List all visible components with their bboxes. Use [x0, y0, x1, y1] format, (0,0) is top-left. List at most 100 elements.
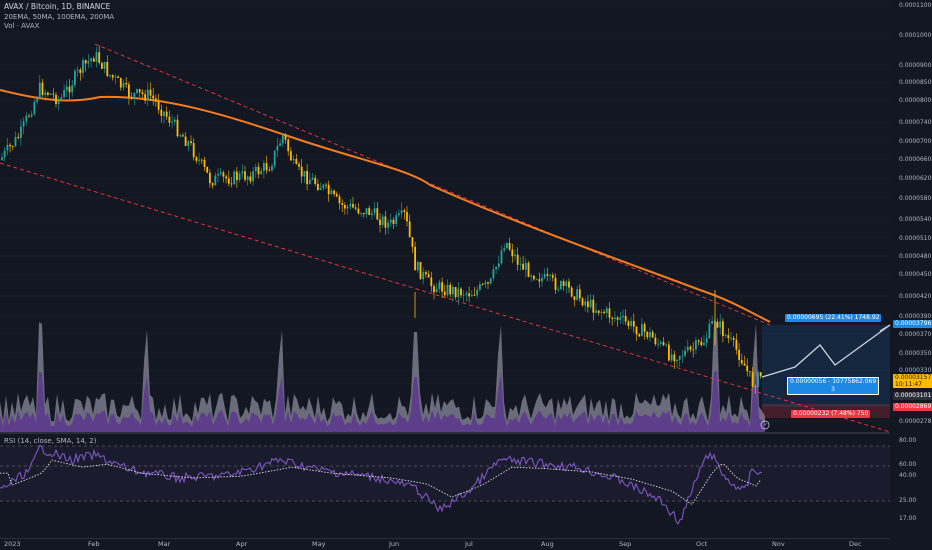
candle: [554, 277, 557, 290]
candle: [565, 281, 568, 287]
candle: [368, 208, 371, 215]
candle: [319, 188, 322, 191]
candle: [668, 344, 670, 361]
candle: [689, 346, 692, 350]
projection-path[interactable]: [761, 324, 891, 378]
y-tick-label: 0.00004200: [899, 293, 932, 300]
candle: [346, 206, 349, 209]
candle: [76, 69, 79, 71]
candle: [659, 342, 662, 344]
candle: [570, 287, 573, 297]
candle: [487, 282, 489, 284]
candle: [6, 144, 9, 151]
candle: [114, 76, 117, 78]
candle: [611, 317, 614, 319]
candle: [373, 208, 376, 214]
target-price-tag: 0.00003796: [893, 320, 932, 328]
candle: [603, 311, 605, 314]
candle: [238, 173, 241, 181]
candle: [746, 365, 749, 372]
candle: [727, 335, 730, 339]
candle: [74, 70, 76, 86]
candle: [300, 166, 303, 177]
candle: [344, 204, 346, 209]
candle: [163, 111, 165, 116]
candle: [41, 82, 44, 95]
candle: [632, 320, 635, 327]
candle: [711, 320, 713, 324]
volume-area: [0, 322, 765, 432]
candle: [138, 89, 141, 93]
candle: [392, 219, 395, 224]
x-tick-label: Feb: [88, 540, 100, 548]
candle: [605, 308, 608, 314]
candle: [265, 163, 268, 171]
candle: [227, 178, 230, 184]
candle: [184, 136, 187, 146]
candle: [627, 321, 630, 326]
channel-upper-line[interactable]: [94, 43, 771, 326]
candle: [317, 183, 319, 191]
candle: [84, 60, 87, 64]
candle: [225, 176, 227, 179]
candle: [543, 274, 546, 278]
candle: [638, 334, 641, 337]
candle: [330, 190, 333, 195]
candle: [754, 386, 757, 388]
candle: [595, 310, 597, 313]
candle: [233, 171, 236, 185]
candle: [697, 340, 700, 342]
candle: [692, 349, 695, 351]
candle: [519, 263, 522, 265]
candle: [276, 145, 279, 151]
candle: [654, 337, 657, 345]
candle: [468, 293, 470, 297]
candle: [11, 146, 14, 147]
candle: [541, 277, 543, 282]
candle: [252, 171, 254, 182]
candle: [425, 272, 427, 275]
candle: [65, 86, 68, 91]
candle: [333, 190, 335, 195]
candle: [497, 263, 500, 267]
candle: [365, 208, 368, 215]
candle: [465, 293, 468, 295]
channel-lower-line[interactable]: [0, 162, 891, 433]
candle: [562, 281, 565, 287]
candle: [173, 119, 176, 122]
candle: [268, 170, 271, 172]
candle: [384, 216, 387, 228]
candle: [600, 311, 603, 313]
candle: [686, 346, 689, 351]
candle: [454, 286, 457, 298]
candle: [441, 282, 443, 292]
measure-mid-label: 0.00000056 - 10775862.069 3: [787, 377, 880, 395]
y-tick-label: 0.00005800: [899, 195, 932, 202]
clock-icon[interactable]: [760, 420, 770, 430]
candle: [495, 266, 497, 270]
candle: [322, 184, 325, 189]
candle: [403, 210, 406, 212]
rsi-y-tick-label: 40.00: [899, 472, 916, 479]
candle: [3, 150, 6, 158]
candle: [179, 135, 182, 137]
candle: [352, 203, 354, 208]
y-tick-label: 0.00003900: [899, 313, 932, 320]
candle: [414, 246, 416, 271]
candle: [52, 93, 55, 95]
candle: [443, 291, 446, 296]
candle: [549, 275, 551, 276]
x-tick-label: Dec: [849, 540, 862, 548]
candle: [30, 114, 33, 117]
candle: [338, 196, 341, 204]
candle: [427, 274, 430, 278]
candle: [578, 289, 581, 299]
candle: [136, 89, 138, 94]
x-tick-label: 2023: [4, 540, 21, 548]
candle: [435, 288, 438, 293]
candle: [452, 286, 454, 295]
candle: [28, 115, 30, 117]
candle: [643, 324, 646, 332]
x-tick-label: Nov: [772, 540, 785, 548]
